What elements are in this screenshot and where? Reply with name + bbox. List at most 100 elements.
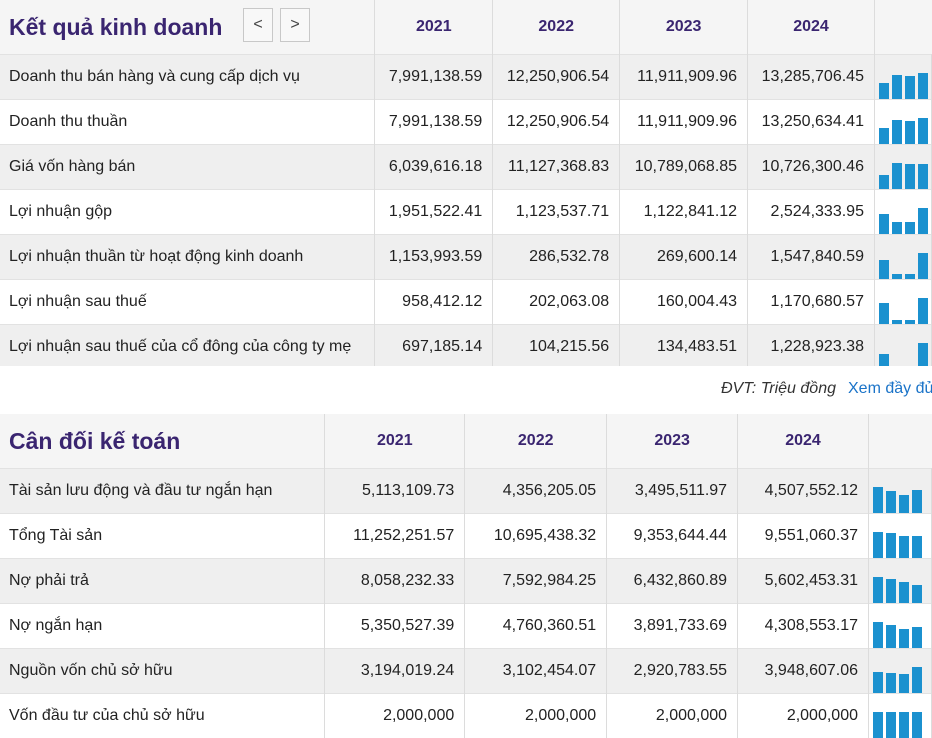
income-year-header: 2023 <box>620 0 748 55</box>
value-cell: 3,102,454.07 <box>465 649 607 694</box>
value-cell: 2,000,000 <box>325 694 465 738</box>
value-cell: 5,113,109.73 <box>325 469 465 514</box>
value-cell: 2,000,000 <box>738 694 869 738</box>
row-label[interactable]: Lợi nhuận sau thuế của cổ đông của công … <box>0 325 375 370</box>
value-cell: 3,948,607.06 <box>738 649 869 694</box>
value-cell: 202,063.08 <box>493 280 620 325</box>
value-cell: 4,507,552.12 <box>738 469 869 514</box>
value-cell: 9,551,060.37 <box>738 514 869 559</box>
sparkline-chart[interactable] <box>874 235 931 280</box>
sparkline-bar <box>899 712 909 738</box>
sparkline-chart[interactable] <box>869 604 932 649</box>
value-cell: 3,495,511.97 <box>607 469 738 514</box>
value-cell: 7,991,138.59 <box>375 100 493 145</box>
value-cell: 9,353,644.44 <box>607 514 738 559</box>
income-statement-section: Kết quả kinh doanh < > 2021 2022 2023 20… <box>0 0 932 369</box>
value-cell: 6,039,616.18 <box>375 145 493 190</box>
sparkline-bar <box>886 625 896 648</box>
row-label[interactable]: Nguồn vốn chủ sở hữu <box>0 649 325 694</box>
row-label[interactable]: Tổng Tài sản <box>0 514 325 559</box>
balance-table: Cân đối kế toán 2021 2022 2023 2024 Tài … <box>0 414 932 738</box>
sparkline-bar <box>912 627 922 648</box>
income-title-cell: Kết quả kinh doanh < > <box>0 0 375 55</box>
value-cell: 10,789,068.85 <box>620 145 748 190</box>
value-cell: 11,127,368.83 <box>493 145 620 190</box>
row-label[interactable]: Nợ ngắn hạn <box>0 604 325 649</box>
value-cell: 8,058,232.33 <box>325 559 465 604</box>
sparkline-header <box>874 0 931 55</box>
unit-bar: ĐVT: Triệu đồng Xem đầy đủ <box>0 366 932 414</box>
sparkline-chart[interactable] <box>874 55 931 100</box>
sparkline-chart[interactable] <box>874 325 931 370</box>
sparkline-bar <box>886 673 896 693</box>
balance-title: Cân đối kế toán <box>0 414 325 469</box>
sparkline-chart[interactable] <box>874 190 931 235</box>
sparkline-bar <box>905 121 915 144</box>
row-label[interactable]: Tài sản lưu động và đầu tư ngắn hạn <box>0 469 325 514</box>
sparkline-bar <box>892 320 902 324</box>
row-label[interactable]: Giá vốn hàng bán <box>0 145 375 190</box>
value-cell: 269,600.14 <box>620 235 748 280</box>
sparkline-bar <box>879 303 889 324</box>
sparkline-bar <box>892 163 902 189</box>
value-cell: 958,412.12 <box>375 280 493 325</box>
sparkline-chart[interactable] <box>869 559 932 604</box>
row-label[interactable]: Lợi nhuận gộp <box>0 190 375 235</box>
value-cell: 1,228,923.38 <box>748 325 875 370</box>
sparkline-bar <box>918 118 928 144</box>
value-cell: 2,920,783.55 <box>607 649 738 694</box>
sparkline-bar <box>899 674 909 693</box>
sparkline-bar <box>905 222 915 234</box>
value-cell: 2,000,000 <box>607 694 738 738</box>
value-cell: 3,891,733.69 <box>607 604 738 649</box>
value-cell: 4,356,205.05 <box>465 469 607 514</box>
value-cell: 12,250,906.54 <box>493 55 620 100</box>
value-cell: 12,250,906.54 <box>493 100 620 145</box>
sparkline-bar <box>918 164 928 189</box>
sparkline-chart[interactable] <box>874 280 931 325</box>
prev-button[interactable]: < <box>243 8 273 42</box>
balance-year-header: 2024 <box>738 414 869 469</box>
sparkline-chart[interactable] <box>874 100 931 145</box>
value-cell: 1,951,522.41 <box>375 190 493 235</box>
sparkline-bar <box>892 222 902 234</box>
sparkline-bar <box>873 532 883 558</box>
unit-label: ĐVT: Triệu đồng <box>721 380 836 398</box>
row-label[interactable]: Vốn đầu tư của chủ sở hữu <box>0 694 325 738</box>
sparkline-chart[interactable] <box>874 145 931 190</box>
sparkline-bar <box>905 274 915 279</box>
sparkline-chart[interactable] <box>869 649 932 694</box>
value-cell: 134,483.51 <box>620 325 748 370</box>
sparkline-bar <box>918 253 928 279</box>
row-label[interactable]: Doanh thu bán hàng và cung cấp dịch vụ <box>0 55 375 100</box>
income-year-header: 2021 <box>375 0 493 55</box>
value-cell: 4,308,553.17 <box>738 604 869 649</box>
row-label[interactable]: Nợ phải trả <box>0 559 325 604</box>
row-label[interactable]: Doanh thu thuần <box>0 100 375 145</box>
value-cell: 11,252,251.57 <box>325 514 465 559</box>
sparkline-chart[interactable] <box>869 469 932 514</box>
row-label[interactable]: Lợi nhuận sau thuế <box>0 280 375 325</box>
value-cell: 11,911,909.96 <box>620 55 748 100</box>
next-button[interactable]: > <box>280 8 310 42</box>
balance-sheet-section: Cân đối kế toán 2021 2022 2023 2024 Tài … <box>0 414 932 738</box>
row-label[interactable]: Lợi nhuận thuần từ hoạt động kinh doanh <box>0 235 375 280</box>
value-cell: 10,726,300.46 <box>748 145 875 190</box>
value-cell: 4,760,360.51 <box>465 604 607 649</box>
sparkline-chart[interactable] <box>869 514 932 559</box>
sparkline-chart[interactable] <box>869 694 932 738</box>
value-cell: 697,185.14 <box>375 325 493 370</box>
view-full-link[interactable]: Xem đầy đủ <box>848 380 932 398</box>
sparkline-bar <box>886 712 896 738</box>
value-cell: 13,285,706.45 <box>748 55 875 100</box>
sparkline-bar <box>873 712 883 738</box>
